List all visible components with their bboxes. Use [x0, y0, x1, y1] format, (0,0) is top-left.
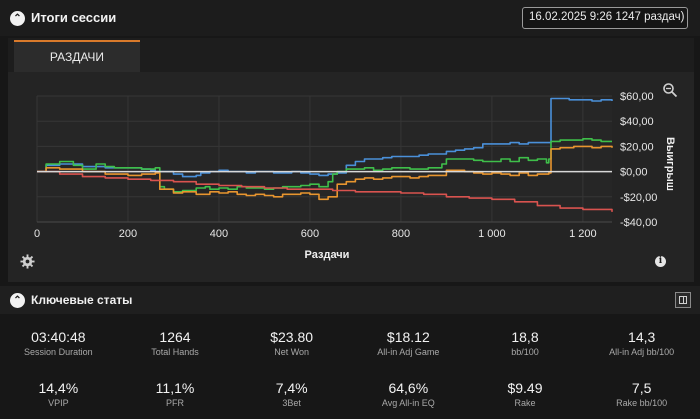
- stat-all-in-adj-game: $18.12 All-in Adj Game: [350, 318, 467, 369]
- zoom-icon[interactable]: [662, 82, 678, 98]
- stat-rake: $9.49 Rake: [467, 369, 584, 419]
- stat-label: Avg All-in EQ: [381, 397, 435, 408]
- stat-value: 7,5: [631, 379, 652, 396]
- stat-label: Rake: [514, 397, 536, 408]
- stat-value: $18.12: [386, 329, 430, 345]
- x-axis-ticks: 0 200 400 600 800 1 000 1 200: [34, 228, 597, 240]
- stat-avg-all-in-eq: 64,6% Avg All-in EQ: [350, 369, 467, 419]
- stat-net-won: $23.80 Net Won: [233, 318, 350, 369]
- stat-label: Rake bb/100: [616, 397, 668, 408]
- stat-value: 1264: [159, 329, 191, 345]
- series-line-all-in-eq: [37, 170, 613, 212]
- chart-panel: РАЗДАЧИ 0 200 400 600 800 1 000 1 200 $60,00 $4…: [8, 38, 694, 282]
- series-line-all-in-adj: [37, 138, 612, 193]
- stat-vpip: 14,4% VPIP: [0, 369, 117, 419]
- y-tick-label: $60,00: [620, 91, 654, 103]
- session-summary-title: Итоги сессии: [31, 10, 117, 25]
- stat-label: 3Bet: [282, 397, 301, 408]
- y-tick-label: $0,00: [620, 167, 648, 179]
- x-tick-label: 1 000: [478, 228, 506, 240]
- plot-area: [37, 96, 612, 222]
- x-tick-label: 600: [301, 228, 319, 240]
- stat-value: 7,4%: [275, 379, 308, 396]
- series-line-bb-100: [37, 145, 613, 201]
- session-select[interactable]: 16.02.2025 9:26 1247 раздач): [522, 7, 688, 29]
- stat-session-duration: 03:40:48 Session Duration: [0, 318, 117, 369]
- stat-label: Net Won: [274, 347, 310, 357]
- y-axis-ticks: $60,00 $40,00 $20,00 $0,00 -$20,00 -$40,00: [620, 91, 657, 229]
- winnings-chart: 0 200 400 600 800 1 000 1 200 $60,00 $40,00 $20,…: [34, 91, 676, 261]
- layout-toggle-button[interactable]: [675, 292, 691, 308]
- tab-hands[interactable]: РАЗДАЧИ: [14, 40, 140, 72]
- stat-value: 11,1%: [155, 379, 195, 396]
- stat-label: All-in Adj Game: [377, 347, 440, 357]
- collapse-stats-button[interactable]: ⌃: [10, 293, 25, 308]
- chevron-up-icon: ⌃: [13, 295, 22, 306]
- y-axis-label: Выигрыш: [664, 137, 676, 191]
- x-tick-label: 1 200: [569, 228, 597, 240]
- x-axis-label: Раздачи: [305, 249, 350, 261]
- x-tick-label: 800: [392, 228, 410, 240]
- stat-3bet: 7,4% 3Bet: [233, 369, 350, 419]
- stat-label: VPIP: [48, 397, 69, 408]
- chevron-up-icon: ⌃: [13, 13, 22, 24]
- stat-all-in-adj-bb-100: 14,3 All-in Adj bb/100: [583, 318, 700, 369]
- series-line-net-won: [37, 97, 613, 178]
- stat-value: 18,8: [511, 329, 539, 345]
- y-tick-label: -$20,00: [620, 192, 657, 204]
- x-tick-label: 200: [119, 228, 137, 240]
- stat-rake-bb-100: 7,5 Rake bb/100: [583, 369, 700, 419]
- key-stats-header: ⌃ Ключевые статы: [0, 286, 700, 314]
- stat-total-hands: 1264 Total Hands: [117, 318, 234, 369]
- stat-value: $23.80: [270, 329, 314, 345]
- session-summary-header: ⌃ Итоги сессии 16.02.2025 9:26 1247 разд…: [0, 0, 700, 36]
- stat-value: 64,6%: [388, 379, 429, 396]
- y-tick-label: -$40,00: [620, 217, 657, 229]
- key-stats-title: Ключевые статы: [31, 293, 133, 307]
- chart-grid: [36, 95, 612, 223]
- x-tick-label: 400: [210, 228, 228, 240]
- y-tick-label: $40,00: [620, 116, 654, 128]
- stat-label: bb/100: [511, 347, 539, 357]
- chart-series: [37, 97, 613, 212]
- stat-value: 03:40:48: [31, 329, 86, 345]
- stats-grid: 03:40:48 Session Duration 1264 Total Han…: [0, 318, 700, 419]
- chart-tab-bar: РАЗДАЧИ: [8, 38, 694, 72]
- stat-label: All-in Adj bb/100: [609, 347, 675, 357]
- stat-value: $9.49: [507, 379, 543, 396]
- info-icon[interactable]: i: [655, 256, 666, 267]
- x-tick-label: 0: [34, 228, 40, 240]
- stat-value: 14,4%: [38, 379, 79, 396]
- gear-icon[interactable]: [20, 254, 35, 269]
- stat-label: Total Hands: [151, 347, 199, 357]
- stat-label: Session Duration: [24, 347, 93, 357]
- stat-pfr: 11,1% PFR: [117, 369, 234, 419]
- stat-value: 14,3: [628, 329, 656, 345]
- stat-label: PFR: [165, 397, 184, 408]
- stat-bb-100: 18,8 bb/100: [467, 318, 584, 369]
- collapse-session-button[interactable]: ⌃: [10, 11, 25, 26]
- y-tick-label: $20,00: [620, 141, 654, 153]
